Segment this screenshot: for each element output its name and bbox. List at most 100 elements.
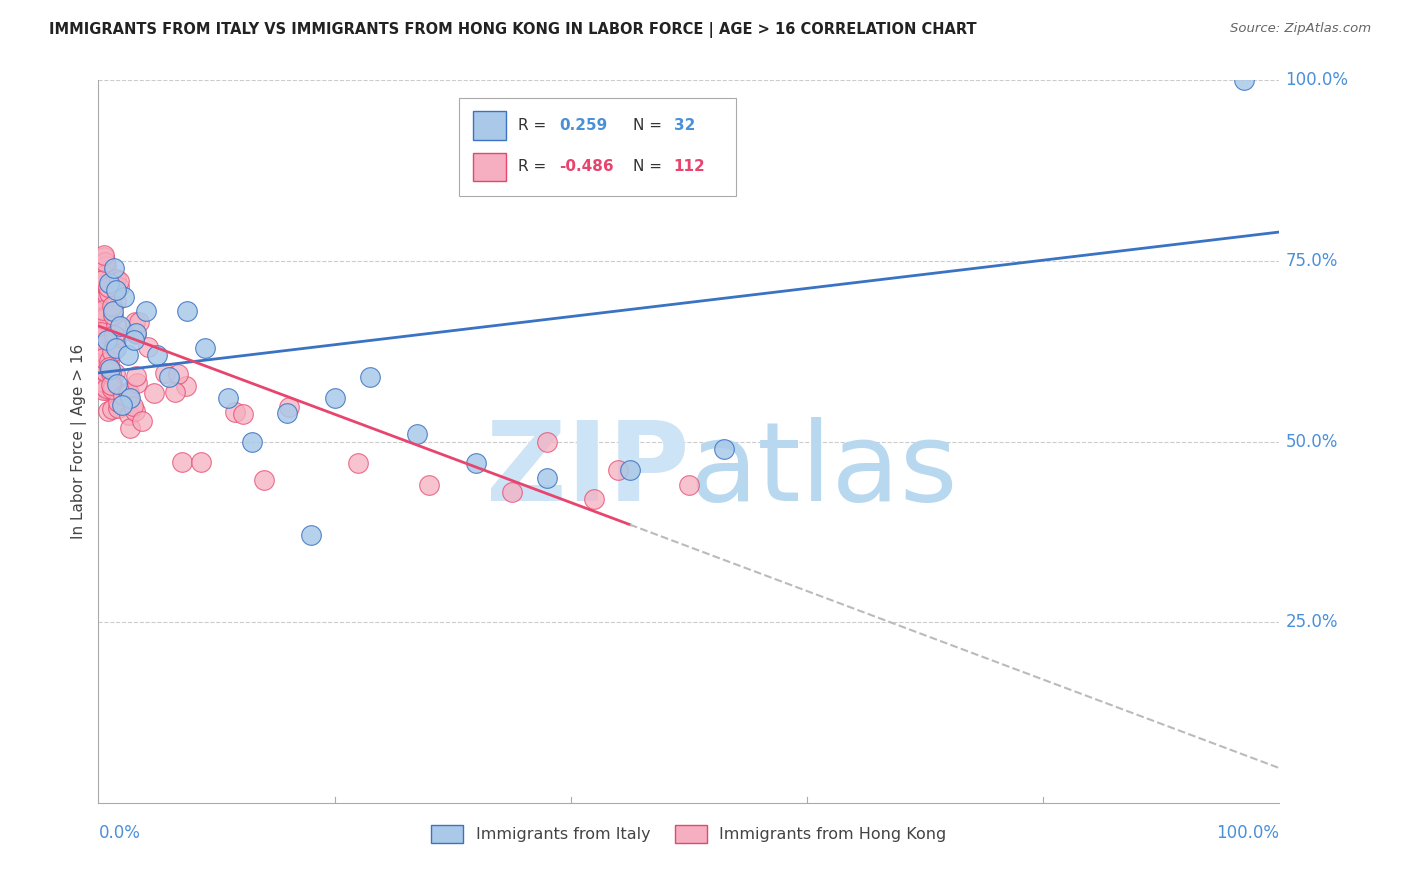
Point xyxy=(97,404,120,418)
Point xyxy=(100,383,122,397)
Point xyxy=(111,388,134,402)
Point xyxy=(100,366,122,380)
Point xyxy=(118,386,141,401)
Point xyxy=(277,400,299,414)
Point xyxy=(167,367,190,381)
Point xyxy=(240,434,263,449)
Point xyxy=(90,275,112,289)
Point xyxy=(89,266,111,280)
Point xyxy=(93,270,115,285)
Point xyxy=(347,456,370,470)
Point xyxy=(122,334,145,348)
Point xyxy=(93,379,115,393)
Point xyxy=(136,340,159,354)
Point xyxy=(194,341,217,355)
Point xyxy=(94,383,117,397)
Point xyxy=(1233,73,1256,87)
Point xyxy=(619,463,641,477)
Point xyxy=(91,366,114,380)
Text: N =: N = xyxy=(634,119,668,133)
Point xyxy=(108,280,131,294)
Text: R =: R = xyxy=(517,160,551,175)
Point xyxy=(125,369,148,384)
Point xyxy=(103,379,125,393)
Point xyxy=(100,377,122,392)
Point xyxy=(163,384,186,399)
Point xyxy=(93,376,115,391)
Point xyxy=(406,427,429,442)
Point xyxy=(91,379,114,393)
Point xyxy=(90,326,112,340)
Point xyxy=(678,478,700,492)
Text: ZIP: ZIP xyxy=(485,417,689,524)
Text: Source: ZipAtlas.com: Source: ZipAtlas.com xyxy=(1230,22,1371,36)
Point xyxy=(91,302,114,317)
Point xyxy=(117,385,139,400)
Point xyxy=(94,381,117,395)
Point xyxy=(93,263,115,277)
Point xyxy=(96,367,118,381)
Point xyxy=(105,341,128,355)
Point xyxy=(105,294,128,309)
Point xyxy=(172,455,194,469)
Point xyxy=(93,268,115,282)
Point xyxy=(96,334,118,348)
Point xyxy=(96,288,118,302)
Point xyxy=(90,360,112,375)
Point xyxy=(93,363,115,377)
Point xyxy=(120,391,142,405)
Text: -0.486: -0.486 xyxy=(560,160,613,175)
Point xyxy=(96,353,118,368)
Point xyxy=(94,271,117,285)
Point xyxy=(91,273,114,287)
Point xyxy=(105,330,128,344)
Point xyxy=(100,402,122,417)
Point xyxy=(93,377,115,392)
Point xyxy=(105,271,128,285)
Point xyxy=(91,338,114,352)
Y-axis label: In Labor Force | Age > 16: In Labor Force | Age > 16 xyxy=(72,344,87,539)
Point xyxy=(104,318,127,332)
Point xyxy=(94,255,117,269)
Point xyxy=(97,279,120,293)
Point xyxy=(103,261,125,276)
Point xyxy=(124,404,146,418)
Point xyxy=(276,406,298,420)
Point xyxy=(91,360,114,375)
Text: R =: R = xyxy=(517,119,551,133)
Text: 0.0%: 0.0% xyxy=(98,824,141,842)
Point xyxy=(90,301,112,315)
Point xyxy=(91,383,114,397)
Point xyxy=(323,391,346,405)
Point xyxy=(190,455,212,469)
Point xyxy=(122,399,145,413)
Point xyxy=(124,326,146,341)
Point xyxy=(98,362,121,376)
Text: 0.259: 0.259 xyxy=(560,119,607,133)
Point xyxy=(108,274,131,288)
Point xyxy=(94,334,117,349)
Point xyxy=(135,304,157,318)
Point xyxy=(90,285,112,300)
Point xyxy=(94,366,117,380)
Point xyxy=(97,285,120,300)
Point xyxy=(465,456,488,470)
Point xyxy=(101,304,124,318)
Point xyxy=(157,369,180,384)
Point xyxy=(536,470,558,484)
FancyBboxPatch shape xyxy=(458,98,737,196)
Text: 100.0%: 100.0% xyxy=(1216,824,1279,842)
Text: IMMIGRANTS FROM ITALY VS IMMIGRANTS FROM HONG KONG IN LABOR FORCE | AGE > 16 COR: IMMIGRANTS FROM ITALY VS IMMIGRANTS FROM… xyxy=(49,22,977,38)
Point xyxy=(93,248,115,262)
Point xyxy=(125,326,148,340)
Text: N =: N = xyxy=(634,160,668,175)
Point xyxy=(90,273,112,287)
Point xyxy=(101,299,124,313)
Text: 100.0%: 100.0% xyxy=(1285,71,1348,89)
Point xyxy=(418,478,440,492)
Point xyxy=(108,318,131,333)
Point xyxy=(176,304,198,318)
Point xyxy=(93,323,115,337)
Point xyxy=(176,379,198,393)
Point xyxy=(117,348,139,362)
